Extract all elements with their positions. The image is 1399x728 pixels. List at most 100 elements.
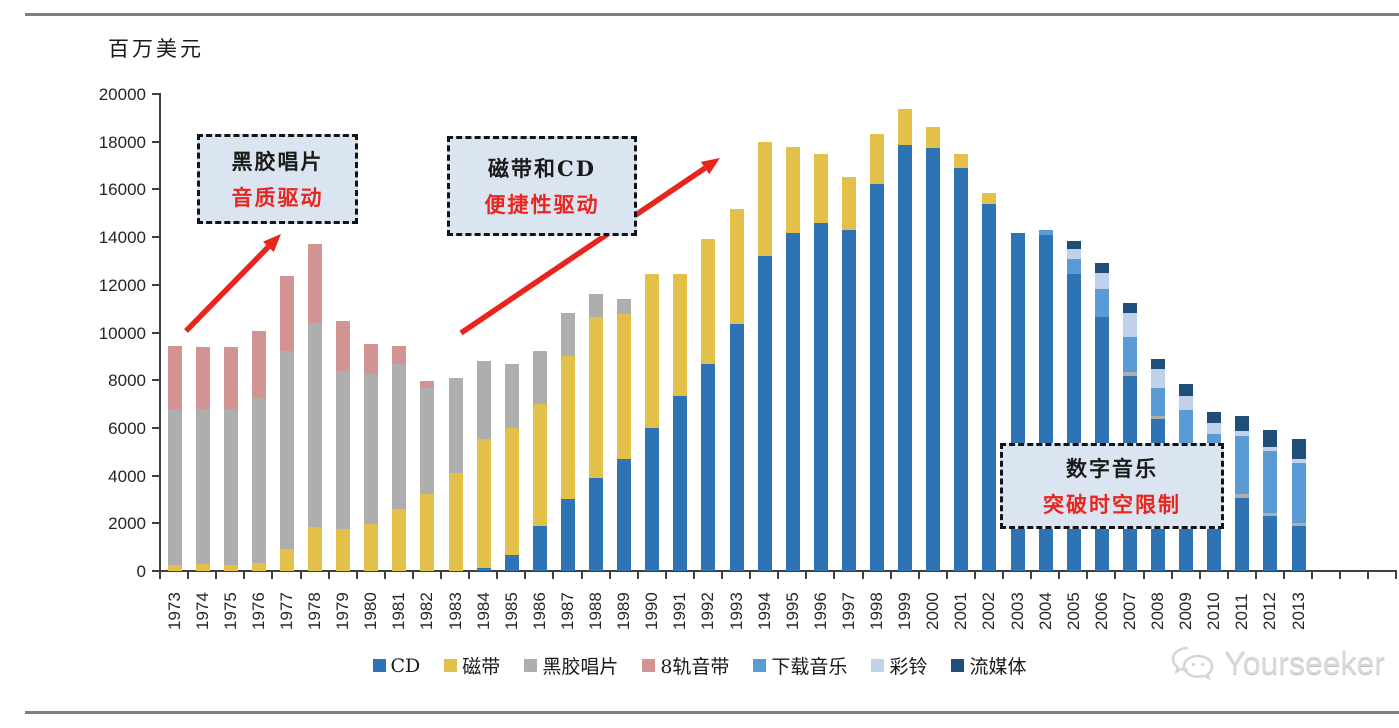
bar-segment-2011-下载音乐 <box>1235 436 1250 494</box>
bar-segment-1989-黑胶唱片 <box>617 298 632 314</box>
legend-label: 彩铃 <box>889 656 928 678</box>
bar-segment-1985-黑胶唱片 <box>504 363 519 428</box>
year-label-2006: 2006 <box>1091 592 1111 630</box>
y-tick-label: 8000 <box>108 371 146 391</box>
x-tick <box>636 572 639 579</box>
year-label-2007: 2007 <box>1119 592 1139 630</box>
year-label-2012: 2012 <box>1260 592 1280 630</box>
y-axis <box>159 93 161 572</box>
bar-segment-1998-磁带 <box>870 133 884 184</box>
bar-segment-2011-黑胶唱片 <box>1235 493 1250 498</box>
year-label-2005: 2005 <box>1063 592 1083 630</box>
year-label-2013: 2013 <box>1288 592 1308 630</box>
bottom-rule <box>25 711 1399 714</box>
bar-segment-1980-磁带 <box>364 524 379 571</box>
x-tick <box>721 572 723 579</box>
year-label-2008: 2008 <box>1148 592 1167 630</box>
y-tick-label: 14000 <box>98 228 146 248</box>
x-tick <box>917 572 920 579</box>
y-tick <box>152 93 160 95</box>
bar-segment-1991-磁带 <box>673 274 688 396</box>
bar-segment-1976-磁带 <box>251 562 266 571</box>
year-label-2002: 2002 <box>979 592 999 630</box>
bar-segment-1996-磁带 <box>813 154 828 224</box>
x-tick <box>215 572 218 579</box>
bar-segment-1984-CD <box>476 568 491 571</box>
annotation-title: 数字音乐 <box>1066 456 1158 481</box>
y-tick-label: 0 <box>136 562 146 581</box>
bar-segment-2006-彩铃 <box>1094 272 1109 289</box>
x-tick <box>383 572 386 579</box>
x-tick <box>524 572 527 579</box>
bar-segment-1981-磁带 <box>392 508 407 571</box>
year-label-1976: 1976 <box>248 592 268 630</box>
x-tick <box>159 572 161 579</box>
bar-segment-2005-下载音乐 <box>1066 259 1081 275</box>
annotation-box-1: 黑胶唱片 音质驱动 <box>197 134 358 224</box>
year-label-1974: 1974 <box>192 592 212 630</box>
bar-segment-2007-流媒体 <box>1122 303 1137 314</box>
legend-item-彩铃: 彩铃 <box>871 652 927 679</box>
bar-segment-1987-CD <box>560 498 575 571</box>
year-label-1973: 1973 <box>164 592 184 630</box>
legend-swatch-icon <box>871 659 885 672</box>
bar-segment-2013-彩铃 <box>1291 458 1306 463</box>
year-label-2003: 2003 <box>1007 592 1027 630</box>
bar-segment-2013-CD <box>1291 525 1306 571</box>
y-tick-label: 20000 <box>98 85 146 104</box>
trend-arrow-head-1 <box>263 234 281 253</box>
bar-segment-1981-黑胶唱片 <box>392 363 407 509</box>
bar-segment-2005-流媒体 <box>1066 241 1081 250</box>
bar-segment-1977-黑胶唱片 <box>279 351 294 550</box>
year-label-2009: 2009 <box>1176 592 1196 630</box>
y-tick-label: 4000 <box>108 466 146 486</box>
bar-segment-1982-8轨音带 <box>420 380 435 388</box>
annotation-title: 黑胶唱片 <box>231 149 324 174</box>
annotation-subtitle: 便捷性驱动 <box>484 192 600 217</box>
x-tick <box>1002 572 1004 579</box>
legend-item-CD: CD <box>372 654 421 677</box>
annotation-box-2: 磁带和CD 便捷性驱动 <box>447 136 637 236</box>
bar-segment-2013-流媒体 <box>1291 438 1306 459</box>
legend-swatch-icon <box>753 659 767 672</box>
x-tick <box>552 572 555 579</box>
legend-item-黑胶唱片: 黑胶唱片 <box>524 652 618 679</box>
x-tick <box>608 572 611 579</box>
bar-segment-1996-CD <box>813 223 828 571</box>
year-label-1979: 1979 <box>333 592 353 630</box>
bar-segment-2013-下载音乐 <box>1291 462 1306 523</box>
bar-segment-1995-CD <box>785 233 800 571</box>
bar-segment-2011-流媒体 <box>1235 415 1250 431</box>
bar-segment-1975-8轨音带 <box>223 347 238 409</box>
x-tick <box>243 572 246 579</box>
bar-segment-1989-磁带 <box>617 313 632 459</box>
year-label-1995: 1995 <box>782 592 802 630</box>
bar-segment-1990-CD <box>645 427 660 571</box>
legend-item-下载音乐: 下载音乐 <box>753 652 847 679</box>
year-label-1999: 1999 <box>895 592 915 630</box>
year-label-1985: 1985 <box>501 592 521 630</box>
bar-segment-1983-黑胶唱片 <box>448 378 463 473</box>
bar-segment-1992-CD <box>701 363 716 571</box>
bar-segment-1982-黑胶唱片 <box>420 387 435 494</box>
bar-segment-1991-CD <box>673 395 688 571</box>
bar-segment-2000-CD <box>926 147 941 571</box>
trend-arrow-head-2 <box>700 158 720 175</box>
y-tick <box>152 570 160 572</box>
bar-segment-1990-磁带 <box>645 274 660 428</box>
bar-segment-1983-磁带 <box>448 472 463 571</box>
year-label-2011: 2011 <box>1232 593 1252 630</box>
legend-label: CD <box>390 654 421 677</box>
bar-segment-1985-CD <box>504 555 519 571</box>
bar-segment-1974-8轨音带 <box>195 346 210 409</box>
x-tick <box>1283 572 1285 579</box>
bar-segment-1978-磁带 <box>308 526 322 571</box>
annotation-subtitle: 突破时空限制 <box>1043 492 1181 517</box>
x-tick <box>299 572 302 579</box>
bar-segment-2002-CD <box>982 203 997 571</box>
bar-segment-2009-彩铃 <box>1179 395 1194 410</box>
y-tick-label: 16000 <box>98 180 146 200</box>
bar-segment-2011-CD <box>1235 498 1250 571</box>
annotation-box-3: 数字音乐突破时空限制 <box>1000 443 1224 529</box>
legend-item-流媒体: 流媒体 <box>951 652 1026 679</box>
